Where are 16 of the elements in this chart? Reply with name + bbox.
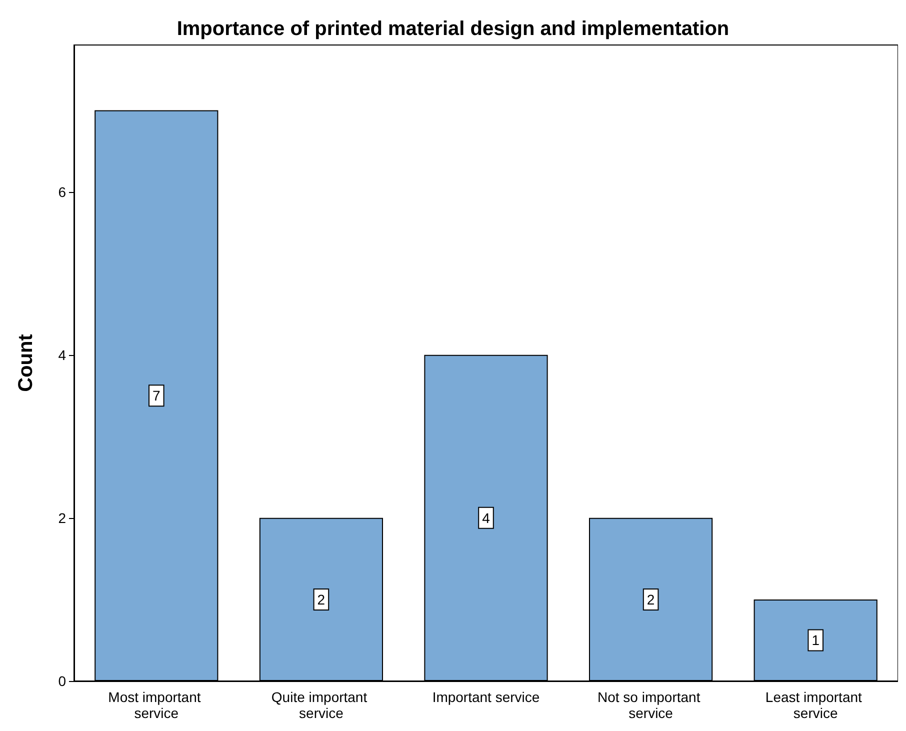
data-label: 2 bbox=[646, 591, 655, 608]
x-tick-label: Not so important service bbox=[597, 689, 704, 721]
data-label: 1 bbox=[812, 632, 820, 648]
x-tick-label: Least important service bbox=[765, 689, 866, 721]
y-axis-title: Count bbox=[15, 334, 37, 392]
y-tick-label: 6 bbox=[58, 184, 66, 200]
data-label: 4 bbox=[482, 510, 490, 526]
x-tick-label: Quite important service bbox=[271, 689, 372, 721]
y-tick-label: 2 bbox=[58, 510, 66, 526]
y-tick-label: 4 bbox=[58, 346, 66, 363]
x-tick-label: Important service bbox=[432, 689, 540, 705]
data-label: 2 bbox=[317, 591, 326, 608]
data-label: 7 bbox=[152, 388, 160, 404]
x-tick-label: Most important service bbox=[108, 689, 205, 721]
y-tick-label: 0 bbox=[58, 673, 66, 689]
chart-title: Importance of printed material design and implementation bbox=[176, 18, 730, 40]
